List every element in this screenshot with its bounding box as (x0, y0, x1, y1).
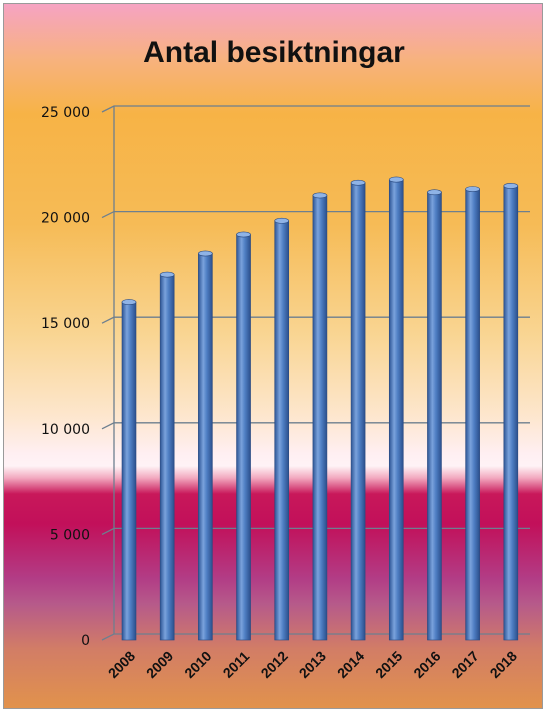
bar-top (388, 176, 404, 183)
bars (121, 176, 519, 641)
x-tick-label: 2009 (143, 648, 176, 681)
x-tick-label: 2010 (181, 648, 214, 681)
bar-top (503, 183, 519, 189)
x-tick-label: 2016 (410, 648, 443, 681)
x-tick-label: 2018 (487, 648, 520, 681)
x-axis-ticks: 2008 2009 2010 2011 2012 2013 2014 2015 2016 2017… (105, 648, 520, 681)
bar-top (274, 217, 290, 224)
bar-top (236, 231, 251, 238)
bar-body (159, 274, 175, 641)
bar (159, 271, 175, 641)
bar-body (121, 301, 137, 641)
x-tick-label: 2017 (448, 648, 481, 681)
y-tick-label: 10 000 (41, 422, 90, 438)
bar-top (312, 192, 328, 199)
x-tick-label: 2015 (372, 648, 405, 681)
bar-top (159, 271, 175, 278)
bar (427, 189, 442, 641)
x-tick-label: 2014 (334, 648, 367, 681)
x-tick-label: 2008 (105, 648, 138, 681)
bar (388, 176, 404, 641)
bar (236, 231, 251, 641)
bar (121, 299, 137, 641)
y-tick-label: 0 (81, 633, 90, 649)
grid-lines (101, 105, 530, 641)
gridline (101, 105, 530, 113)
bar (274, 217, 290, 641)
bar-top (427, 189, 442, 196)
x-tick-label: 2011 (220, 648, 253, 681)
bar-body (350, 182, 366, 641)
y-tick-label: 15 000 (41, 316, 90, 332)
y-tick-label: 5 000 (50, 527, 90, 543)
bar (503, 183, 519, 641)
bar-body (236, 234, 251, 641)
bar-chart: Antal besiktningar 0 5 000 10 000 15 000 20 … (41, 36, 530, 681)
bar-body (198, 253, 213, 641)
bar-body (427, 191, 442, 641)
bar-top (121, 299, 137, 305)
x-tick-label: 2013 (296, 648, 329, 681)
y-tick-label: 20 000 (41, 211, 90, 227)
bar-top (350, 179, 366, 186)
bar (198, 250, 213, 641)
chart-title: Antal besiktningar (143, 36, 405, 69)
bar (350, 179, 366, 641)
bar-body (388, 179, 404, 641)
y-axis-ticks: 0 5 000 10 000 15 000 20 000 25 000 (41, 105, 90, 649)
x-tick-label: 2012 (258, 648, 291, 681)
bar-top (198, 250, 213, 257)
y-tick-label: 25 000 (41, 105, 90, 121)
bar (465, 186, 480, 641)
bar-body (274, 220, 290, 641)
bar-top (465, 186, 480, 192)
bar (312, 192, 328, 641)
bar-body (503, 185, 519, 641)
bar-body (465, 188, 480, 641)
chart-frame: Antal besiktningar 0 5 000 10 000 15 000 20 … (3, 3, 543, 709)
bar-body (312, 195, 328, 641)
